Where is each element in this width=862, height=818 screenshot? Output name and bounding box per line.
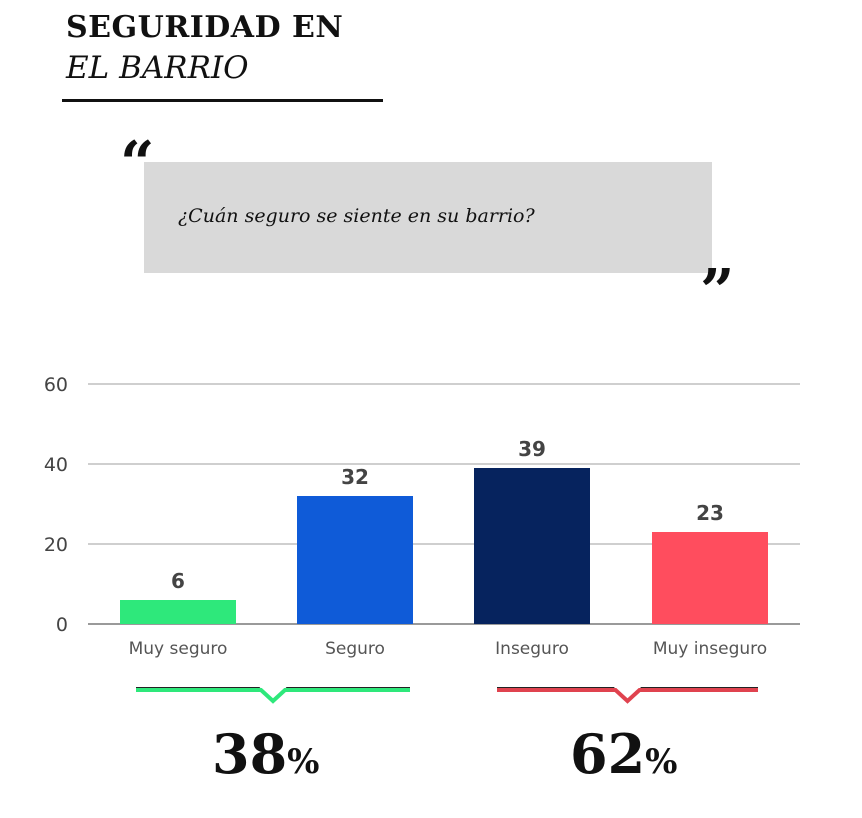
summary-right-percent: 62%: [570, 722, 677, 786]
bar-seguro: [297, 496, 413, 624]
data-label: 23: [696, 501, 724, 525]
summary-left-symbol: %: [287, 742, 320, 782]
page-title-line2: EL BARRIO: [66, 50, 249, 86]
summary-left-percent: 38%: [212, 722, 319, 786]
open-quote-icon: “: [120, 129, 155, 199]
question-box: [144, 162, 712, 273]
safe-bracket: [136, 688, 410, 704]
x-tick-label: Muy inseguro: [653, 639, 767, 659]
y-tick-label: 40: [44, 454, 68, 476]
y-tick-label: 20: [44, 534, 68, 556]
data-label: 32: [341, 465, 369, 489]
summary-right-symbol: %: [645, 742, 678, 782]
close-quote-icon: ”: [700, 257, 735, 327]
x-tick-label: Inseguro: [495, 639, 569, 659]
bar-muy-seguro: [120, 600, 236, 624]
summary-left-number: 38: [212, 722, 288, 786]
bar-inseguro: [474, 468, 590, 624]
page-title-line1: SEGURIDAD EN: [66, 10, 344, 45]
bar-chart: 0 20 40 60 6 Muy seguro 32 Seguro 39 Inseguro 23 Mu…: [44, 374, 800, 704]
bar-muy-inseguro: [652, 532, 768, 624]
unsafe-bracket: [497, 688, 758, 704]
data-label: 39: [518, 437, 546, 461]
y-tick-label: 0: [56, 614, 68, 636]
summary-right-number: 62: [570, 722, 646, 786]
title-divider: [62, 99, 383, 102]
survey-question: ¿Cuán seguro se siente en su barrio?: [178, 205, 535, 227]
x-tick-label: Muy seguro: [129, 639, 228, 659]
y-tick-label: 60: [44, 374, 68, 396]
data-label: 6: [171, 569, 185, 593]
x-tick-label: Seguro: [325, 639, 385, 659]
